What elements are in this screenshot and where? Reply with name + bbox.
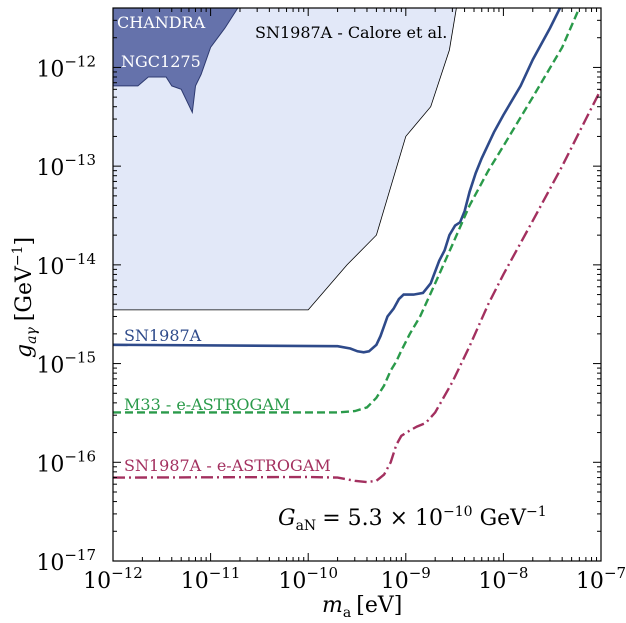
y-tick-label: 10−17 (36, 546, 96, 576)
x-tick-label: 10−10 (278, 564, 338, 594)
gan-coupling-label: GaN = 5.3 × 10−10 GeV−1 (278, 504, 547, 534)
x-tick-label: 10−8 (478, 564, 528, 594)
sn1987a-eastrogam-line (113, 88, 601, 484)
x-axis-label: ma [eV] (322, 593, 402, 621)
y-tick-label: 10−16 (36, 447, 96, 477)
axis-ticks (112, 7, 602, 562)
y-tick-label: 10−12 (36, 52, 96, 82)
plot-frame (112, 7, 602, 562)
x-tick-label: 10−11 (181, 564, 241, 594)
y-axis-label: gaγ[GeV−1] (10, 237, 40, 358)
m33-eastrogam-line (113, 8, 581, 414)
y-tick-label: 10−14 (36, 250, 96, 280)
tick-labels: 10−12 10−11 10−10 10−9 10−8 10−7 10−17 10−16 10−… (36, 52, 626, 594)
ngc1275-label: NGC1275 (121, 52, 201, 71)
plot-area (113, 8, 601, 484)
x-tick-label: 10−12 (83, 564, 143, 594)
x-tick-label: 10−9 (381, 564, 431, 594)
sn1987a-line (113, 8, 562, 354)
chandra-label: CHANDRA (117, 13, 206, 32)
calore-label: SN1987A - Calore et al. (255, 23, 447, 42)
y-tick-label: 10−15 (36, 349, 96, 379)
y-tick-label: 10−13 (36, 151, 96, 181)
sn1987a-eastrogam-label: SN1987A - e-ASTROGAM (124, 456, 331, 475)
calore-excluded-region (113, 8, 457, 311)
x-tick-label: 10−7 (576, 564, 626, 594)
sn1987a-label: SN1987A (124, 326, 202, 345)
chandra-ngc1275-excluded-region (113, 8, 239, 115)
m33-label: M33 - e-ASTROGAM (124, 395, 290, 414)
